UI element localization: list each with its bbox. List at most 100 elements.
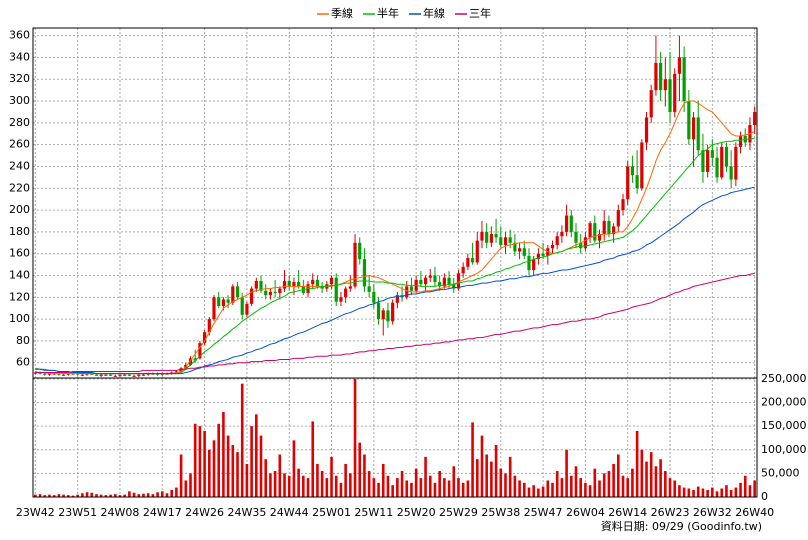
volume-bar [649,452,653,497]
volume-bar [743,475,747,497]
volume-bar [297,468,300,497]
legend-label: 年線 [423,6,445,20]
candle-body [640,142,644,189]
volume-bar [85,492,89,497]
volume-bar [349,473,352,497]
candle-body [574,231,578,243]
volume-bar [452,466,456,497]
volume-bar [668,478,672,497]
candle-body [353,242,357,287]
candle-body [691,117,696,140]
x-tick-label: 24W26 [185,506,224,519]
volume-bar [522,482,526,497]
volume-bar [353,378,357,497]
volume-bar [720,488,724,497]
volume-bar [264,459,268,497]
volume-bar [90,492,94,497]
candle-body [282,280,287,289]
candle-body [212,297,216,320]
volume-bar [316,463,319,497]
candle-body [503,237,508,245]
volume-bar [654,466,658,497]
candle-body [141,374,146,376]
volume-bar [546,480,550,497]
volume-bar [438,471,441,497]
volume-bar [222,412,225,497]
x-tick-label: 25W11 [354,506,393,519]
volume-bar [113,494,117,497]
volume-bar [269,473,272,497]
candle-body [198,343,202,359]
candle-body [593,223,597,241]
volume-bar [146,493,150,497]
candle-body [433,275,437,283]
volume-bar [617,454,620,497]
volume-bar [372,478,376,497]
volume-bar [400,471,404,497]
volume-bar [151,494,155,497]
volume-bar [278,454,282,497]
volume-bar [203,430,206,497]
y-tick-label: 340 [9,50,30,63]
candle-body [193,358,197,361]
legend-label: 季線 [331,6,353,20]
volume-bar [104,495,108,497]
volume-bar [532,485,535,497]
candle-body [259,280,263,291]
candle-body [706,150,710,172]
volume-bar [518,480,521,497]
candle-body [66,373,70,375]
volume-bar [250,426,253,497]
candle-body [494,234,498,238]
volume-bar [95,494,98,497]
candle-body [423,277,428,285]
candle-body [104,374,108,376]
volume-bar [410,482,413,497]
volume-bar [193,423,197,497]
volume-bar [156,492,159,497]
volume-bar [217,423,221,497]
volume-bar [259,435,263,497]
candle-body [273,291,277,293]
candle-body [38,372,42,374]
volume-bar [292,440,296,497]
candle-body [720,146,724,178]
y-tick-label: 80 [16,334,30,347]
candle-body [245,303,249,315]
candle-body [442,277,446,287]
volume-bar [527,487,531,497]
candle-body [489,234,493,243]
volume-bar [607,471,611,497]
y-tick-label: 160 [9,247,30,260]
y-tick-label: 60 [16,356,30,369]
volume-bar [513,475,517,497]
candle-body [235,286,240,298]
candle-body [292,282,296,287]
candle-body [409,286,414,291]
volume-bar [132,492,136,497]
candle-body [579,242,583,249]
volume-bar [711,487,714,497]
source-note: 資料日期: 09/29 (Goodinfo.tw) [601,519,762,533]
candle-body [240,297,244,315]
candle-body [550,244,555,249]
candle-body [607,220,611,235]
volume-bar [682,487,686,497]
volume-bar [306,478,310,497]
candle-body [635,175,639,189]
volume-bar [593,468,597,497]
candle-body [456,273,461,289]
volume-bar [579,478,583,497]
volume-bar [739,482,742,497]
volume-bar [386,475,390,497]
volume-bar [466,480,470,497]
candle-body [376,302,381,320]
candle-body [320,286,324,289]
volume-bar [377,482,380,497]
volume-bar [165,493,169,497]
candle-body [108,374,113,376]
volume-bar [334,475,338,497]
candle-body [644,117,649,143]
x-tick-label: 26W14 [608,506,647,519]
candle-body [174,371,178,373]
